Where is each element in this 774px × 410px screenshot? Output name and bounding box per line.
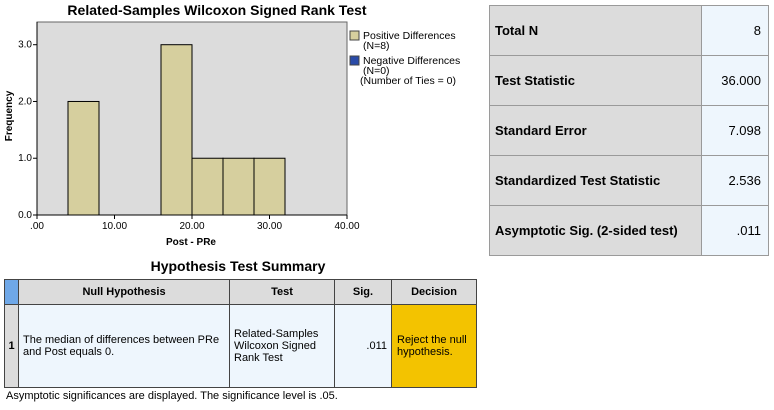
stat-value: 7.098 xyxy=(701,105,769,156)
header-null-hypothesis: Null Hypothesis xyxy=(18,279,230,305)
legend-label: (Number of Ties = 0) xyxy=(360,75,456,87)
stat-label: Standardized Test Statistic xyxy=(489,155,702,206)
legend-label: (N=8) xyxy=(363,40,390,52)
stat-label: Total N xyxy=(489,5,702,56)
null-hypothesis-cell: The median of differences between PRe an… xyxy=(18,304,230,388)
histogram-bar-4 xyxy=(222,157,255,216)
header-sig: Sig. xyxy=(334,279,392,305)
stat-row-4: Standardized Test Statistic 2.536 xyxy=(489,155,769,206)
x-axis-label: Post - PRe xyxy=(166,237,216,248)
legend-swatch-2 xyxy=(349,55,360,66)
hypothesis-header-row: Null Hypothesis Test Sig. Decision xyxy=(4,279,477,305)
stat-row-5: Asymptotic Sig. (2-sided test) .011 xyxy=(489,205,769,256)
histogram-bar-2 xyxy=(160,44,193,216)
row-number: 1 xyxy=(4,304,19,388)
wilcoxon-histogram: Related-Samples Wilcoxon Signed Rank Tes… xyxy=(4,2,460,248)
hypothesis-summary-title: Hypothesis Test Summary xyxy=(150,258,326,274)
stat-label: Standard Error xyxy=(489,105,702,156)
legend-label: Negative Differences xyxy=(363,55,460,67)
stat-label: Test Statistic xyxy=(489,55,702,106)
legend-label: (N=0) xyxy=(363,65,390,77)
stat-value: 36.000 xyxy=(701,55,769,106)
stat-label: Asymptotic Sig. (2-sided test) xyxy=(489,205,702,256)
histogram-bar-1 xyxy=(67,100,100,216)
histogram-bar-3 xyxy=(191,157,224,216)
header-test: Test xyxy=(229,279,335,305)
stat-value: 8 xyxy=(701,5,769,56)
sig-cell: .011 xyxy=(334,304,392,388)
stat-row-3: Standard Error 7.098 xyxy=(489,105,769,156)
footnote: Asymptotic significances are displayed. … xyxy=(6,390,338,402)
x-tick-label: .00 xyxy=(30,221,44,232)
header-corner xyxy=(4,279,19,305)
y-tick-label: 1.0 xyxy=(18,153,32,164)
decision-cell: Reject the null hypothesis. xyxy=(391,304,477,388)
y-axis-label: Frequency xyxy=(4,90,15,141)
stat-row-2: Test Statistic 36.000 xyxy=(489,55,769,106)
x-tick-label: 30.00 xyxy=(257,221,282,232)
test-statistics-table: Total N 8 Test Statistic 36.000 Standard Err… xyxy=(489,5,769,256)
x-tick-label: 20.00 xyxy=(179,221,204,232)
header-decision: Decision xyxy=(391,279,477,305)
legend-swatch-1 xyxy=(349,30,360,41)
legend-label: Positive Differences xyxy=(363,30,456,42)
histogram-bar-5 xyxy=(253,157,286,216)
chart-title: Related-Samples Wilcoxon Signed Rank Tes… xyxy=(67,2,366,18)
test-cell: Related-Samples Wilcoxon Signed Rank Tes… xyxy=(229,304,335,388)
stat-value: .011 xyxy=(701,205,769,256)
y-tick-label: 2.0 xyxy=(18,96,32,107)
x-tick-label: 40.00 xyxy=(334,221,359,232)
table-row: 1 The median of differences between PRe … xyxy=(4,304,477,388)
legend: Positive Differences(N=8) Negative Differ… xyxy=(349,30,460,87)
stat-value: 2.536 xyxy=(701,155,769,206)
hypothesis-summary-table: Null Hypothesis Test Sig. Decision 1 The… xyxy=(4,279,477,388)
x-tick-label: 10.00 xyxy=(102,221,127,232)
y-tick-label: 0.0 xyxy=(18,210,32,221)
y-tick-label: 3.0 xyxy=(18,40,32,51)
